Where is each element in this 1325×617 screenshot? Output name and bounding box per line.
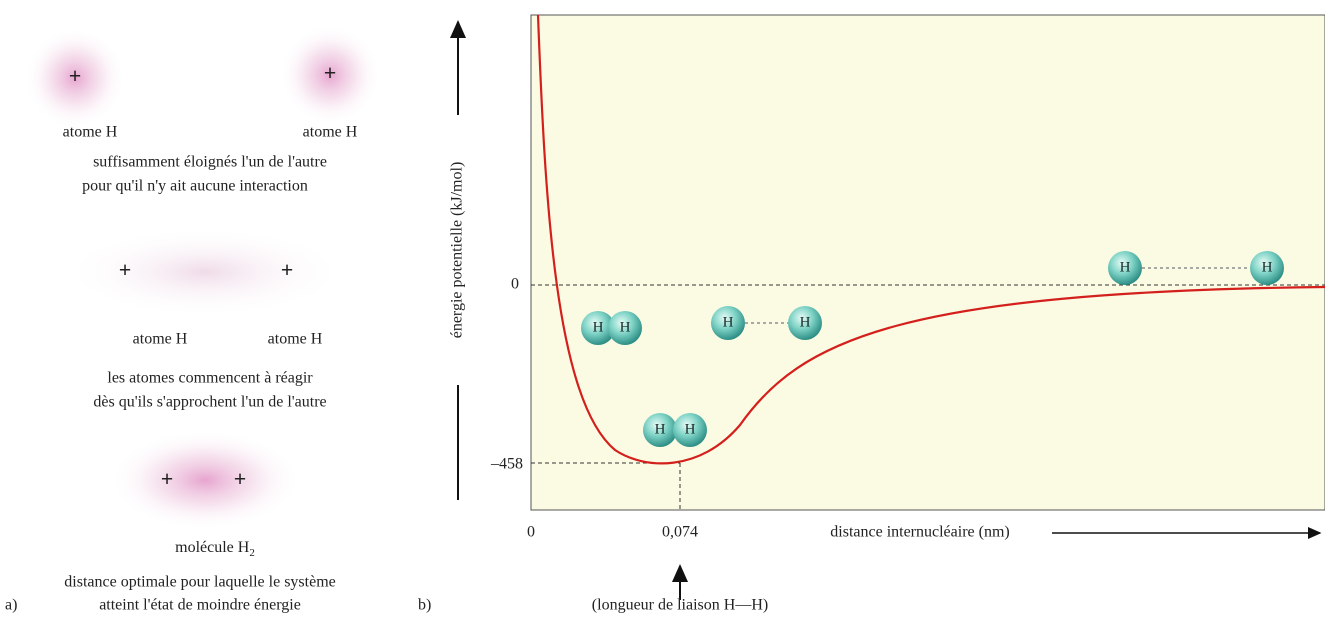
- caption: dès qu'ils s'approchent l'un de l'autre: [93, 394, 326, 411]
- atom-label: atome H: [63, 124, 118, 141]
- molecule-label: molécule H2: [175, 539, 255, 559]
- label-bg: [446, 115, 470, 385]
- y-tick-label: –458: [490, 456, 523, 473]
- svg-text:+: +: [324, 60, 337, 85]
- molecule-label-subscript: 2: [249, 547, 255, 559]
- y-tick-label: 0: [511, 276, 519, 293]
- atom-symbol: H: [800, 314, 811, 330]
- atom: [711, 306, 745, 340]
- svg-text:+: +: [69, 63, 82, 88]
- atom: [673, 413, 707, 447]
- molecule-label-main: molécule H: [175, 539, 250, 556]
- atom-symbol: H: [620, 319, 631, 335]
- atom: [608, 311, 642, 345]
- atom: [1108, 251, 1142, 285]
- x-axis-label: distance internucléaire (nm): [830, 524, 1009, 541]
- svg-text:+: +: [281, 257, 294, 282]
- caption: suffisamment éloignés l'un de l'autre: [93, 154, 327, 171]
- atom-label: atome H: [133, 331, 188, 348]
- potential-curve: [536, 14, 1325, 465]
- svg-text:+: +: [119, 257, 132, 282]
- atom-symbol: H: [1262, 259, 1273, 275]
- caption: atteint l'état de moindre énergie: [99, 597, 301, 614]
- caption: distance optimale pour laquelle le systè…: [64, 574, 335, 591]
- atom-label: atome H: [268, 331, 323, 348]
- caption: les atomes commencent à réagir: [107, 370, 313, 387]
- x-tick-label: 0: [527, 524, 535, 541]
- caption: pour qu'il n'y ait aucune interaction: [82, 178, 308, 195]
- y-axis-label: énergie potentielle (kJ/mol): [449, 162, 466, 339]
- svg-text:+: +: [234, 466, 247, 491]
- atom: [581, 311, 615, 345]
- atom-symbol: H: [593, 319, 604, 335]
- x-tick-label: 0,074: [662, 524, 698, 541]
- panel-marker: a): [5, 597, 17, 614]
- panel-marker: b): [418, 597, 431, 614]
- electron-clouds: + + + + + +: [25, 25, 380, 530]
- atoms: [745, 267, 1250, 324]
- atom-label: atome H: [303, 124, 358, 141]
- atom-symbol: H: [723, 314, 734, 330]
- atom-symbol: H: [1120, 259, 1131, 275]
- bond-length-note: (longueur de liaison H—H): [592, 597, 768, 614]
- atom: [788, 306, 822, 340]
- atom: [1250, 251, 1284, 285]
- atom: [643, 413, 677, 447]
- atom-symbol: H: [685, 421, 696, 437]
- svg-text:+: +: [161, 466, 174, 491]
- atom-symbol: H: [655, 421, 666, 437]
